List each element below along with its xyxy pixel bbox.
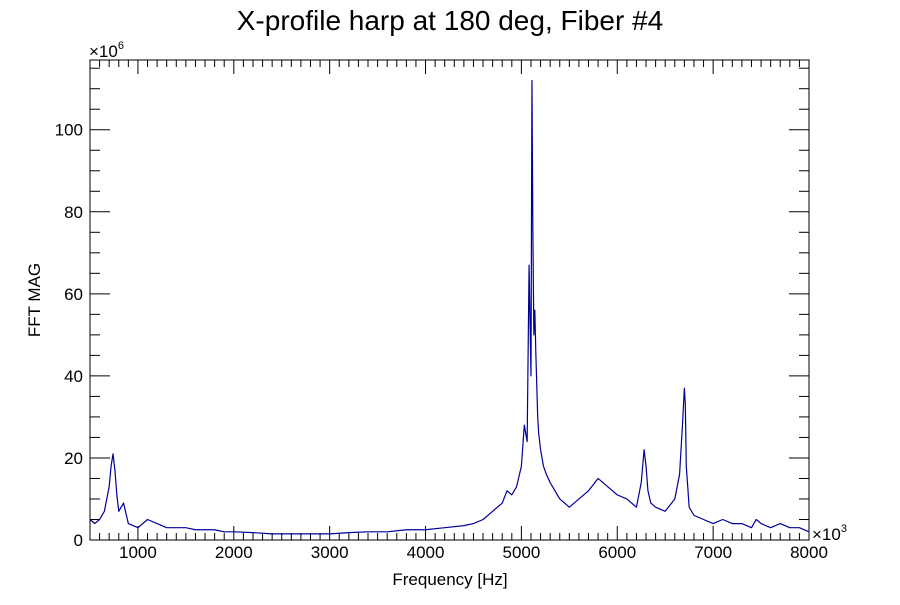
x-tick-label: 3000: [311, 543, 349, 562]
chart-title: X-profile harp at 180 deg, Fiber #4: [237, 5, 663, 36]
x-multiplier-base: ×10: [812, 525, 841, 544]
svg-text:×106: ×106: [89, 40, 124, 61]
series-layer: [89, 79, 810, 535]
x-axis-title: Frequency [Hz]: [392, 570, 507, 589]
y-axis-multiplier: ×106: [89, 40, 124, 61]
y-multiplier-base: ×10: [89, 42, 118, 61]
y-axis-ticks: 0 20 40 60 80 100: [55, 67, 809, 550]
y-tick-label: 100: [55, 121, 83, 140]
x-multiplier-exp: 3: [841, 523, 847, 535]
x-tick-label: 4000: [407, 543, 445, 562]
fft-series-line: [89, 79, 810, 535]
x-tick-label: 1000: [119, 543, 157, 562]
y-tick-label: 20: [64, 449, 83, 468]
plot-frame: [89, 59, 810, 541]
y-tick-label: 80: [64, 203, 83, 222]
svg-text:×103: ×103: [812, 523, 847, 544]
x-tick-label: 2000: [215, 543, 253, 562]
x-tick-label: 5000: [502, 543, 540, 562]
x-axis-multiplier: ×103: [812, 523, 847, 544]
x-tick-label: 8000: [790, 543, 828, 562]
y-tick-label: 60: [64, 285, 83, 304]
y-multiplier-exp: 6: [118, 40, 124, 52]
x-axis-ticks: 1000 2000 3000 4000 5000 6000 7000 8000: [89, 60, 828, 562]
x-tick-label: 6000: [598, 543, 636, 562]
y-tick-label: 0: [74, 531, 83, 550]
y-tick-label: 40: [64, 367, 83, 386]
y-axis-title: FFT MAG: [25, 263, 44, 337]
x-tick-label: 7000: [694, 543, 732, 562]
